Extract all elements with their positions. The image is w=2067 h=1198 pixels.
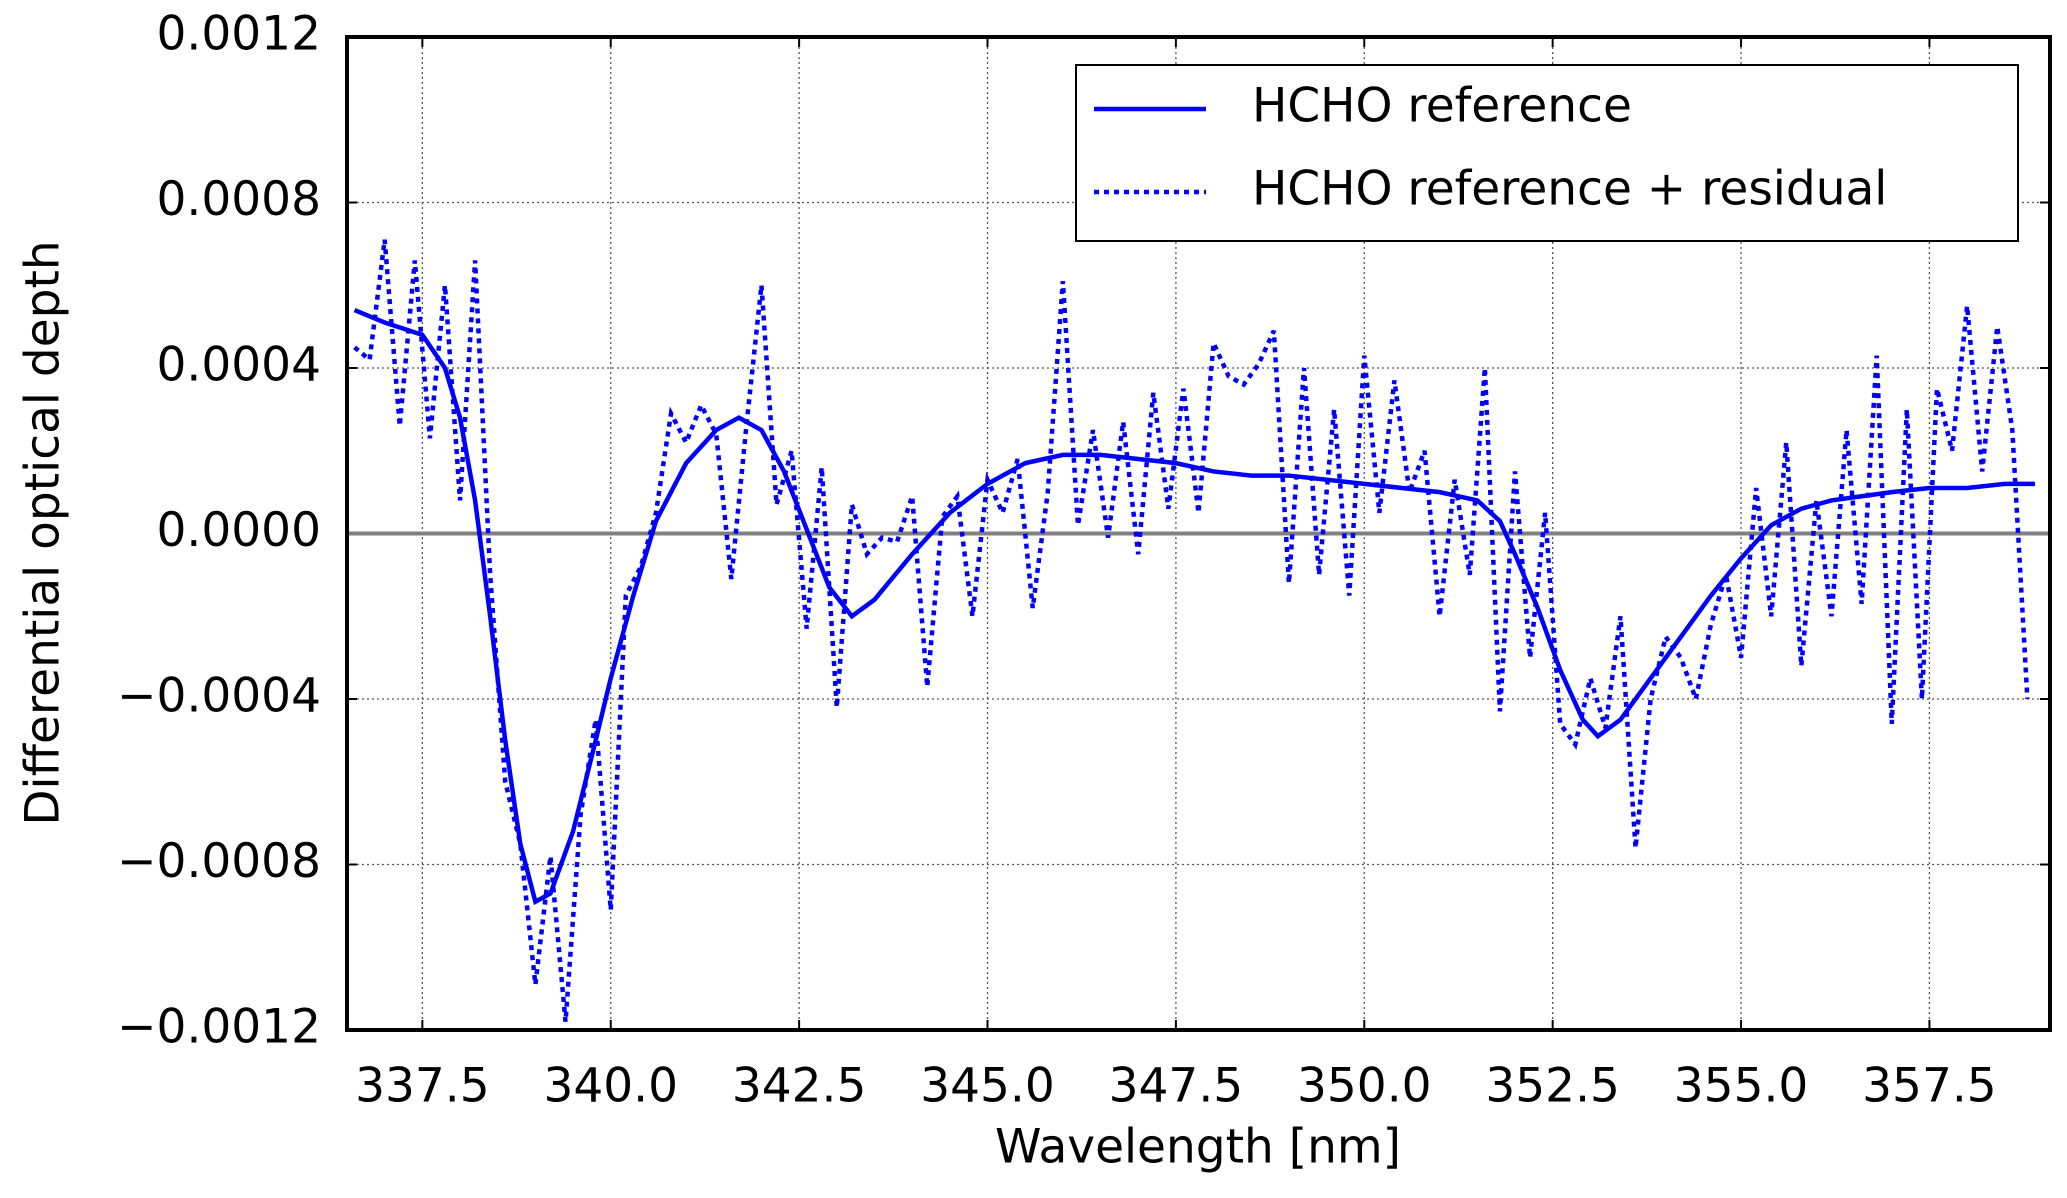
y-tick-label: −0.0004	[117, 669, 321, 724]
x-tick-label: 347.5	[1109, 1059, 1244, 1114]
data-line	[353, 307, 2035, 906]
y-axis-label: Differential optical depth	[16, 240, 71, 825]
x-tick-label: 340.0	[543, 1059, 678, 1114]
y-tick-label: 0.0012	[157, 7, 321, 62]
legend-label: HCHO reference + residual	[1252, 162, 1887, 217]
x-tick-label: 352.5	[1485, 1059, 1620, 1114]
x-tick-label: 337.5	[355, 1059, 490, 1114]
x-tick-label: 355.0	[1674, 1059, 1809, 1114]
x-axis-label: Wavelength [nm]	[995, 1120, 1401, 1175]
y-tick-label: −0.0008	[117, 834, 321, 889]
legend-box	[1075, 64, 2019, 242]
y-tick-label: 0.0000	[157, 503, 321, 558]
x-tick-label: 342.5	[732, 1059, 867, 1114]
x-tick-label: 350.0	[1297, 1059, 1432, 1114]
plot-frame	[345, 35, 2052, 1032]
data-line	[353, 239, 2030, 1022]
x-tick-label: 345.0	[920, 1059, 1055, 1114]
y-tick-label: −0.0012	[117, 1000, 321, 1055]
x-tick-label: 357.5	[1862, 1059, 1997, 1114]
legend-label: HCHO reference	[1252, 79, 1632, 134]
y-tick-label: 0.0004	[157, 338, 321, 393]
y-tick-label: 0.0008	[157, 172, 321, 227]
